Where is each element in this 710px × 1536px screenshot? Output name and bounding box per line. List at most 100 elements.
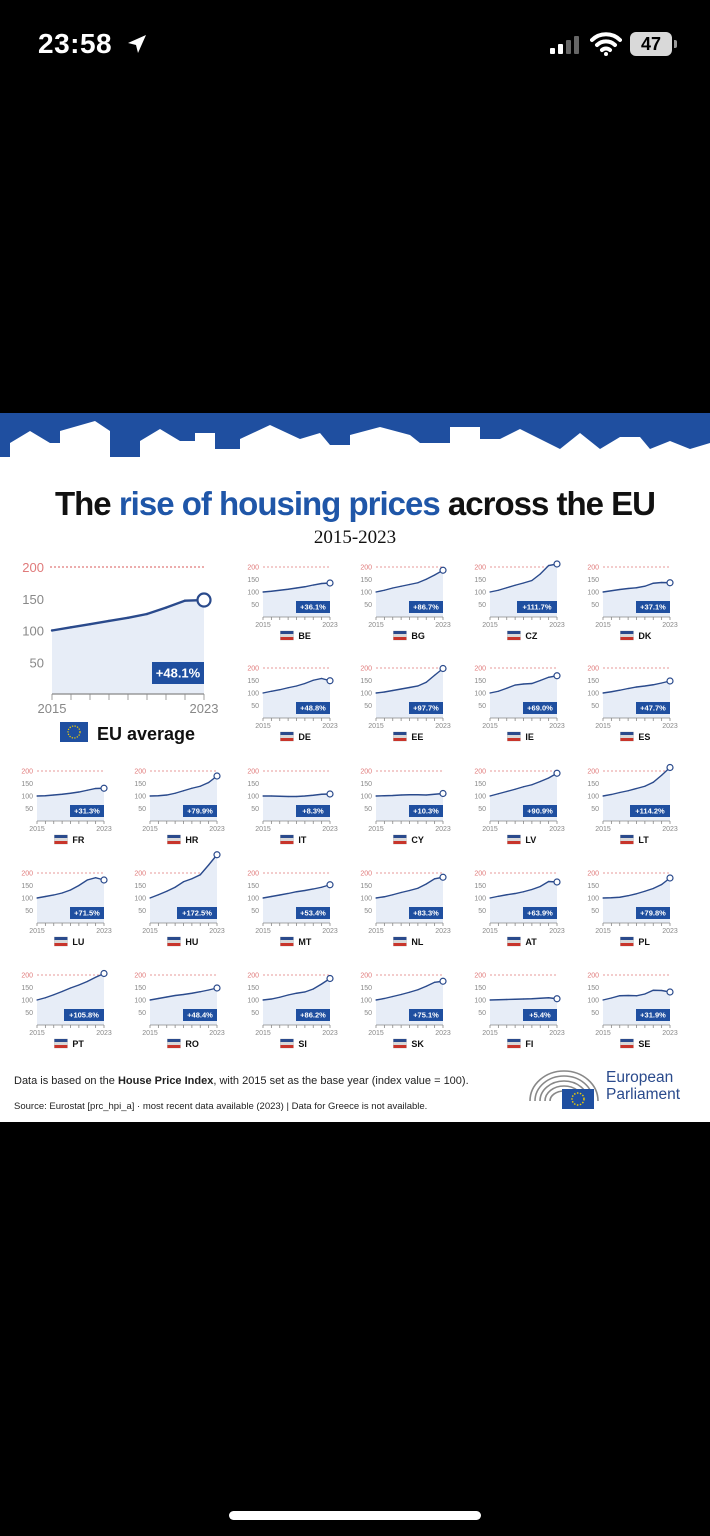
end-point (100, 876, 108, 884)
data-point (304, 586, 306, 588)
data-point (53, 994, 55, 996)
change-value: +86.7% (413, 603, 439, 612)
change-badge (296, 805, 330, 817)
flag-stripe (507, 1045, 521, 1048)
data-point (434, 674, 436, 676)
flag-stripe (393, 835, 407, 838)
x-tick-label: 2023 (322, 928, 338, 935)
data-point (627, 587, 629, 590)
end-point (213, 851, 221, 859)
data-point (635, 686, 638, 688)
data-point (417, 887, 419, 889)
data-point (88, 622, 92, 626)
y-tick-label: 50 (478, 602, 486, 609)
data-point (497, 589, 499, 591)
country-code: ES (638, 732, 650, 742)
y-tick-label: 200 (134, 871, 146, 878)
y-tick-label: 200 (587, 871, 599, 878)
flag-stripe (167, 1045, 181, 1048)
x-tick-label: 2023 (662, 928, 678, 935)
infographic: The rise of housing prices across the EU… (0, 413, 710, 1122)
y-tick-label: 200 (360, 973, 372, 980)
change-value: +97.7% (413, 704, 439, 713)
data-point (262, 999, 264, 1001)
x-tick-label: 2015 (595, 826, 611, 833)
data-point (602, 692, 604, 694)
y-tick-label: 50 (364, 602, 372, 609)
y-tick-label: 50 (478, 806, 486, 813)
data-point (304, 795, 306, 797)
x-tick-label: 2023 (549, 826, 565, 833)
flag-icon-ie (507, 731, 521, 742)
data-point (644, 585, 646, 587)
flag-stripe (620, 937, 634, 940)
flag-stripe (280, 631, 294, 634)
end-point (100, 969, 108, 978)
x-tick-label: 2015 (368, 723, 384, 730)
data-point (417, 685, 419, 687)
y-tick-label: 50 (591, 908, 599, 915)
end-point (326, 881, 334, 889)
x-tick-label: 2015 (142, 1030, 158, 1037)
change-value: +63.9% (527, 909, 553, 918)
country-code: RO (185, 1039, 199, 1049)
data-point (392, 995, 394, 998)
data-point (304, 889, 306, 892)
data-point (126, 616, 130, 619)
end-point (666, 677, 674, 685)
data-point (644, 785, 646, 787)
x-tick-label: 2015 (368, 1030, 384, 1037)
change-value: +114.2% (635, 807, 665, 816)
y-tick-label: 200 (360, 871, 372, 878)
data-point (661, 989, 663, 992)
data-point (69, 987, 72, 989)
x-tick-label: 2023 (209, 1030, 225, 1037)
data-point (514, 788, 516, 790)
data-point (506, 790, 508, 793)
x-tick-label: 2023 (435, 1030, 451, 1037)
status-time: 23:58 (38, 28, 113, 59)
y-tick-label: 50 (251, 703, 259, 710)
data-point (36, 897, 38, 899)
data-point (400, 585, 402, 587)
y-tick-label: 200 (360, 769, 372, 776)
change-value: +31.9% (640, 1011, 666, 1020)
change-badge (523, 1009, 557, 1021)
flag-icon-mt (280, 936, 294, 947)
x-tick-label: 2023 (322, 723, 338, 730)
change-value: +83.3% (413, 909, 439, 918)
cellular-signal-icon (550, 36, 579, 54)
data-point (270, 690, 272, 692)
data-point (383, 896, 385, 898)
data-point (522, 786, 525, 788)
y-tick-label: 150 (247, 883, 259, 890)
data-point (434, 878, 436, 880)
y-tick-label: 150 (474, 985, 486, 992)
data-point (383, 997, 385, 1000)
data-point (522, 683, 525, 685)
y-tick-label: 200 (247, 871, 259, 878)
flag-icon-fi (507, 1038, 521, 1049)
y-tick-label: 100 (247, 691, 259, 698)
data-point (383, 589, 385, 591)
end-point (439, 873, 447, 881)
data-point (312, 679, 314, 681)
data-point (312, 794, 314, 796)
data-point (644, 685, 646, 687)
y-tick-label: 100 (21, 998, 33, 1005)
change-badge (523, 907, 557, 919)
country-code: AT (525, 937, 537, 947)
y-tick-label: 200 (474, 871, 486, 878)
data-point (383, 795, 385, 797)
end-point (439, 789, 447, 798)
data-point (182, 881, 185, 883)
data-point (610, 897, 612, 899)
flag-icon-nl (393, 936, 407, 947)
x-tick-label: 2023 (96, 1030, 112, 1037)
data-point (208, 864, 210, 866)
flag-stripe (54, 841, 68, 844)
data-point (602, 999, 604, 1001)
data-point (149, 795, 151, 797)
change-value: +111.7% (523, 603, 552, 612)
home-indicator[interactable] (229, 1511, 481, 1520)
